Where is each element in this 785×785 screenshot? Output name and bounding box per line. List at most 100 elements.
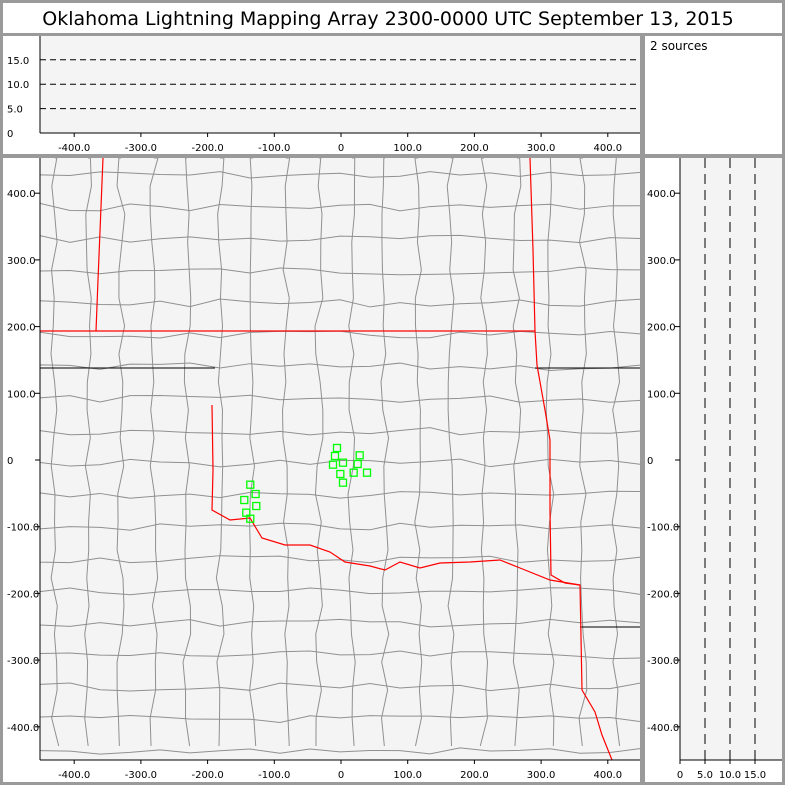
county-line [40,298,640,308]
y-tick-label: -100.0 [7,523,39,534]
lightning-source-point [328,460,338,469]
county-line [282,158,291,747]
ns-altitude-plot-area [680,158,782,760]
lightning-source-point [251,489,260,499]
lightning-source-point [246,480,255,489]
state-border-red [529,158,613,760]
x-tick-label: -200.0 [191,143,223,154]
y-tick-label: 300.0 [7,256,36,267]
title-box [3,3,782,33]
y-tick-label: 200.0 [7,323,36,334]
source-count: 2 sources [650,39,708,53]
x-tick-label: -300.0 [125,770,157,781]
lightning-source-point [362,468,372,477]
county-line [50,158,60,747]
y-tick-label: 0 [7,456,13,467]
county-line [40,202,640,212]
x-tick-label: 300.0 [527,143,556,154]
county-line [182,158,192,747]
county-line [479,158,489,747]
y-tick-label: -200.0 [7,589,39,600]
y-tick-label: 0 [7,129,13,140]
lightning-source-point [353,459,362,469]
county-line [40,714,640,724]
county-line [611,158,621,747]
x-tick-label: 400.0 [593,770,622,781]
y-tick-label: 5.0 [7,105,23,116]
x-tick-label: -300.0 [125,143,157,154]
county-line [512,158,522,747]
county-line [84,158,92,747]
county-line [314,158,324,747]
county-line [446,158,455,747]
lightning-source-point [332,443,342,453]
lightning-source-point [349,468,358,477]
county-line [40,394,640,403]
x-tick-label: 10.0 [719,770,741,781]
state-border-red [211,404,581,586]
x-tick-label: 0 [338,143,344,154]
county-line [149,158,159,747]
y-tick-label: 10.0 [7,80,29,91]
x-tick-label: -200.0 [191,770,223,781]
county-line [40,522,640,531]
chart-marks: -400.0 -300.0 -200.0 -100.0 0 100.0 200.0 300.0… [7,36,782,781]
x-tick-label: -100.0 [258,770,290,781]
y-tick-label: -300.0 [647,656,679,667]
x-tick-label: 15.0 [744,770,766,781]
lightning-source-point [240,495,249,505]
source-count-panel [645,36,782,154]
county-line [116,158,126,747]
x-tick-label: 200.0 [460,770,489,781]
y-tick-label: -300.0 [7,656,39,667]
y-tick-label: 400.0 [7,189,36,200]
county-line [40,234,640,244]
y-tick-label: -400.0 [7,723,39,734]
county-line [40,555,640,564]
x-tick-label: 200.0 [460,143,489,154]
county-line [40,427,640,436]
y-tick-label: -400.0 [647,723,679,734]
county-line [40,650,640,660]
lightning-source-point [338,458,348,467]
y-tick-label: 100.0 [647,389,676,400]
county-line [215,158,225,747]
y-tick-label: 400.0 [647,189,676,200]
x-tick-label: -400.0 [58,770,90,781]
county-line [40,458,640,468]
state-border-red [95,158,104,332]
county-line [40,618,640,628]
lightning-source-point [336,469,345,479]
y-tick-label: 0 [647,456,653,467]
lightning-source-point [252,501,261,511]
county-line [40,490,640,499]
county-line [380,158,390,747]
county-line [414,158,423,747]
county-line [249,158,257,747]
lightning-source-point [330,451,340,461]
y-tick-label: -200.0 [647,589,679,600]
county-line [40,587,640,596]
county-line [40,171,640,179]
x-tick-label: 0 [677,770,683,781]
x-tick-label: -100.0 [258,143,290,154]
x-tick-label: 5.0 [697,770,713,781]
x-tick-label: 400.0 [593,143,622,154]
y-tick-label: 300.0 [647,256,676,267]
y-tick-label: -100.0 [647,523,679,534]
x-tick-label: -400.0 [58,143,90,154]
county-line [347,158,356,747]
figure-title: Oklahoma Lightning Mapping Array 2300-00… [42,8,733,30]
lightning-source-point [355,451,364,460]
y-tick-label: 100.0 [7,389,36,400]
county-line [578,158,588,747]
y-tick-label: 15.0 [7,56,29,67]
lightning-source-point [338,478,348,487]
county-line [545,158,555,747]
x-tick-label: 0 [338,770,344,781]
lightning-source-point [246,514,255,523]
county-line [40,682,640,692]
map-geography [40,158,640,760]
county-line [40,747,640,755]
